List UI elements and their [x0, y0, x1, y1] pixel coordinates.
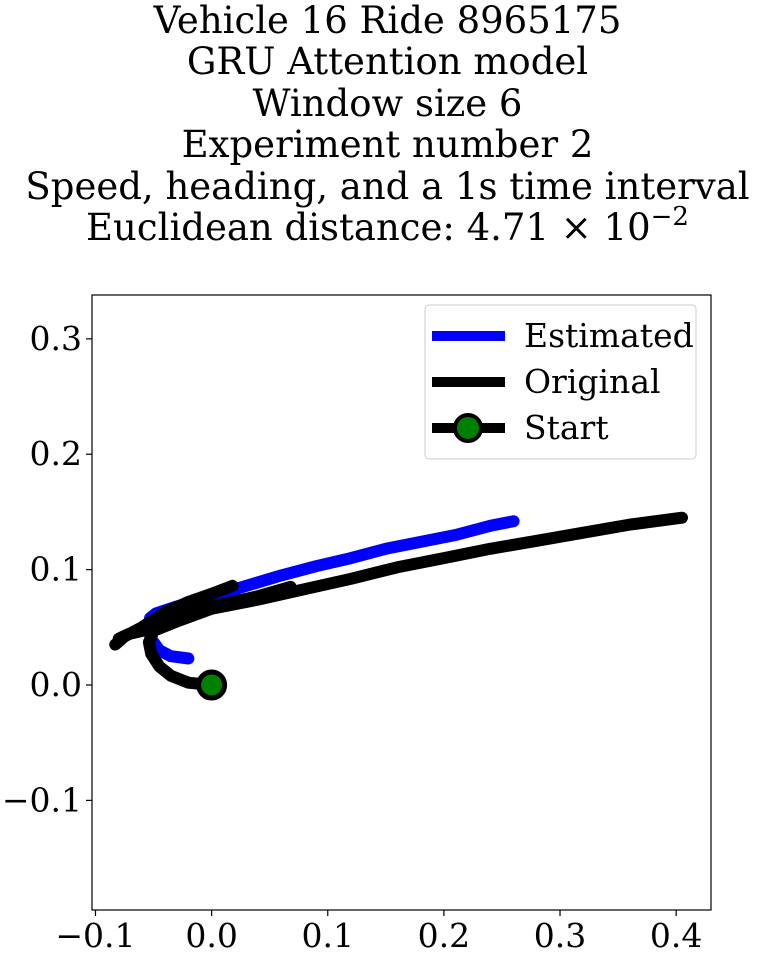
- x-tick-label: 0.2: [418, 916, 470, 955]
- x-tick-label: −0.1: [55, 916, 135, 955]
- x-axis: −0.1 0.0 0.1 0.2 0.3 0.4: [55, 910, 702, 955]
- title-metric-prefix: Euclidean distance: 4.71 × 10: [86, 206, 651, 250]
- y-tick-label: 0.3: [30, 319, 82, 358]
- title-line-6: Euclidean distance: 4.71 × 10−2: [0, 204, 775, 250]
- y-tick-label: 0.1: [30, 550, 82, 589]
- y-tick-label: 0.0: [30, 665, 82, 704]
- x-tick-label: 0.1: [302, 916, 354, 955]
- y-axis: −0.1 0.0 0.1 0.2 0.3: [2, 319, 92, 819]
- chart-title: Vehicle 16 Ride 8965175 GRU Attention mo…: [0, 0, 775, 248]
- title-line-4: Experiment number 2: [181, 123, 594, 167]
- x-tick-label: 0.4: [650, 916, 702, 955]
- legend-box: [424, 304, 697, 460]
- title-line-5: Speed, heading, and a 1s time interval: [25, 164, 750, 208]
- x-tick-label: 0.3: [534, 916, 586, 955]
- title-metric-exponent: −2: [650, 202, 689, 233]
- y-tick-label: 0.2: [30, 434, 82, 473]
- x-tick-label: 0.0: [185, 916, 237, 955]
- title-line-3: Window size 6: [252, 81, 523, 125]
- series-line-estimated-0: [141, 515, 520, 665]
- legend-estimated-label: Estimated: [524, 316, 694, 355]
- start-marker: [196, 669, 228, 701]
- legend: Estimated Original Start: [424, 304, 697, 460]
- title-line-2: GRU Attention model: [186, 40, 589, 84]
- series-line-original-3: [112, 580, 297, 645]
- plot-frame: [91, 294, 712, 911]
- y-tick-label: −0.1: [2, 780, 82, 819]
- legend-start-label: Start: [524, 408, 609, 447]
- title-line-1: Vehicle 16 Ride 8965175: [153, 0, 622, 42]
- legend-start-marker: [453, 413, 483, 443]
- series-layer: [109, 511, 688, 701]
- legend-original-label: Original: [524, 362, 661, 401]
